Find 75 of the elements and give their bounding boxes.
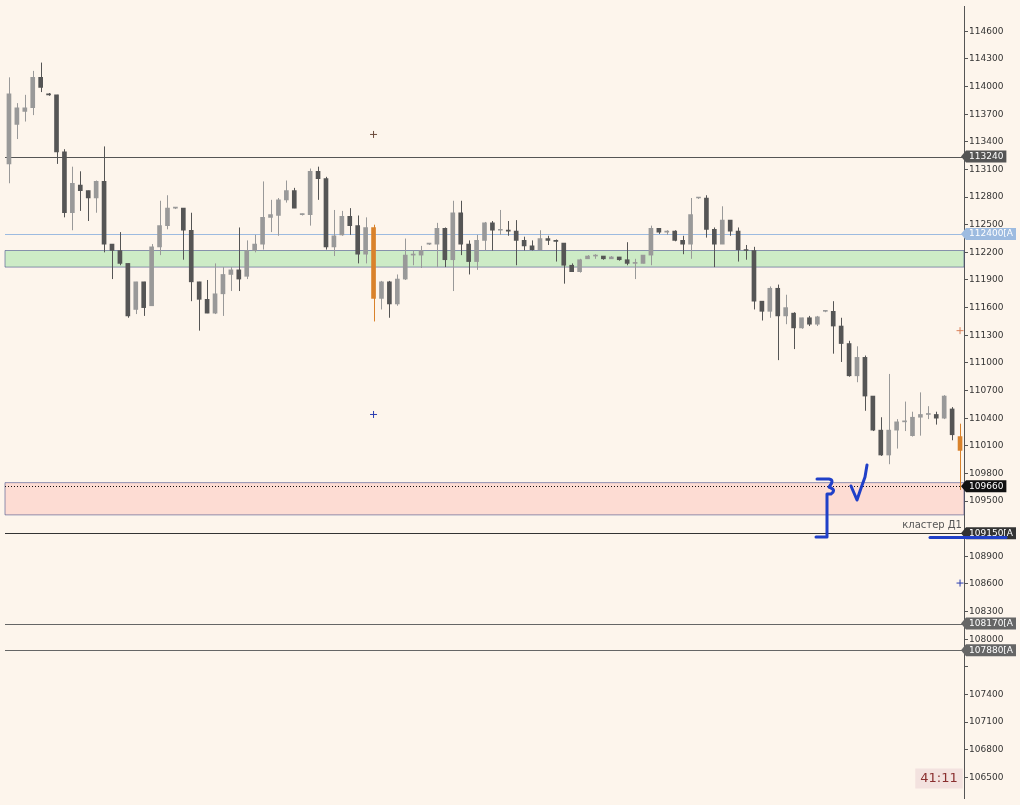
candlestick (680, 235, 685, 255)
ref-line-label: 113240 (969, 150, 1004, 161)
candlestick (482, 221, 487, 252)
candlestick (553, 238, 559, 263)
y-tick-label: 107100 (969, 716, 1004, 727)
candlestick (767, 285, 773, 319)
annotation: 41:11 (920, 769, 958, 785)
ref-line-label: 108170[A (969, 617, 1014, 628)
y-tick-label: 111000 (969, 357, 1004, 368)
candlestick (632, 258, 638, 280)
candlestick (347, 207, 353, 236)
y-tick-label: 111300 (969, 329, 1004, 340)
candlestick (894, 418, 899, 450)
ref-line-label: 109660 (969, 480, 1004, 491)
candlestick (830, 300, 836, 355)
candlestick (38, 62, 43, 93)
candlestick (77, 170, 83, 212)
candlestick (490, 220, 495, 252)
annotation: кластер Д1 (902, 518, 962, 530)
candlestick (624, 241, 630, 266)
candlestick (284, 180, 289, 204)
ref-line-label: 112400[A (969, 228, 1014, 239)
candlestick (276, 197, 281, 237)
y-tick-label: 114000 (969, 80, 1004, 91)
y-tick-label: 109800 (969, 467, 1004, 478)
candlestick (941, 394, 947, 420)
candlestick (379, 280, 384, 310)
candlestick (513, 219, 519, 266)
candlestick (783, 294, 788, 325)
y-tick-label: 112800 (969, 191, 1004, 202)
candlestick (236, 226, 242, 292)
candlestick (181, 207, 186, 261)
y-tick-label: 114300 (969, 53, 1004, 64)
y-tick-label: 111600 (969, 301, 1004, 312)
y-tick-label: 110100 (969, 440, 1004, 451)
candlestick (918, 391, 923, 437)
point (369, 130, 378, 139)
y-tick-label: 108300 (969, 605, 1004, 616)
y-tick-label: 113400 (969, 136, 1004, 147)
ref-line-label: 107880[A (969, 644, 1014, 655)
y-tick-label: 110700 (969, 384, 1004, 395)
point (956, 579, 965, 588)
point (369, 410, 378, 419)
y-tick-label: 106500 (969, 771, 1004, 782)
y-tick-label: 114600 (969, 25, 1004, 36)
candlestick (157, 200, 162, 256)
candlestick (712, 226, 717, 268)
candlestick (268, 199, 273, 233)
y-tick-label: 112200 (969, 246, 1004, 257)
point (956, 326, 965, 335)
candlestick (474, 234, 479, 271)
candlestick (561, 242, 567, 285)
y-tick-label: 113700 (969, 108, 1004, 119)
candlestick (85, 190, 91, 222)
y-tick-label: 108600 (969, 578, 1004, 589)
candlestick (196, 281, 202, 332)
y-tick-label: 113100 (969, 163, 1004, 174)
y-tick-label: 107400 (969, 688, 1004, 699)
candlestick (498, 209, 503, 236)
y-tick-label: 110400 (969, 412, 1004, 423)
candlestick (387, 280, 392, 319)
y-tick-label: 108000 (969, 633, 1004, 644)
candlestick (22, 94, 28, 123)
y-tick-label: 108900 (969, 550, 1004, 561)
candlestick (165, 194, 170, 230)
ref-line-label: 109150[A (969, 527, 1014, 538)
y-tick-label: 112500 (969, 219, 1004, 230)
candlestick (14, 102, 20, 140)
candlestick (957, 423, 963, 491)
candlestick (910, 411, 915, 438)
y-tick-label: 109500 (969, 495, 1004, 506)
candlestick (791, 311, 796, 350)
candlestick (466, 239, 471, 275)
y-tick-label: 111900 (969, 274, 1004, 285)
y-tick-label: 106800 (969, 744, 1004, 755)
